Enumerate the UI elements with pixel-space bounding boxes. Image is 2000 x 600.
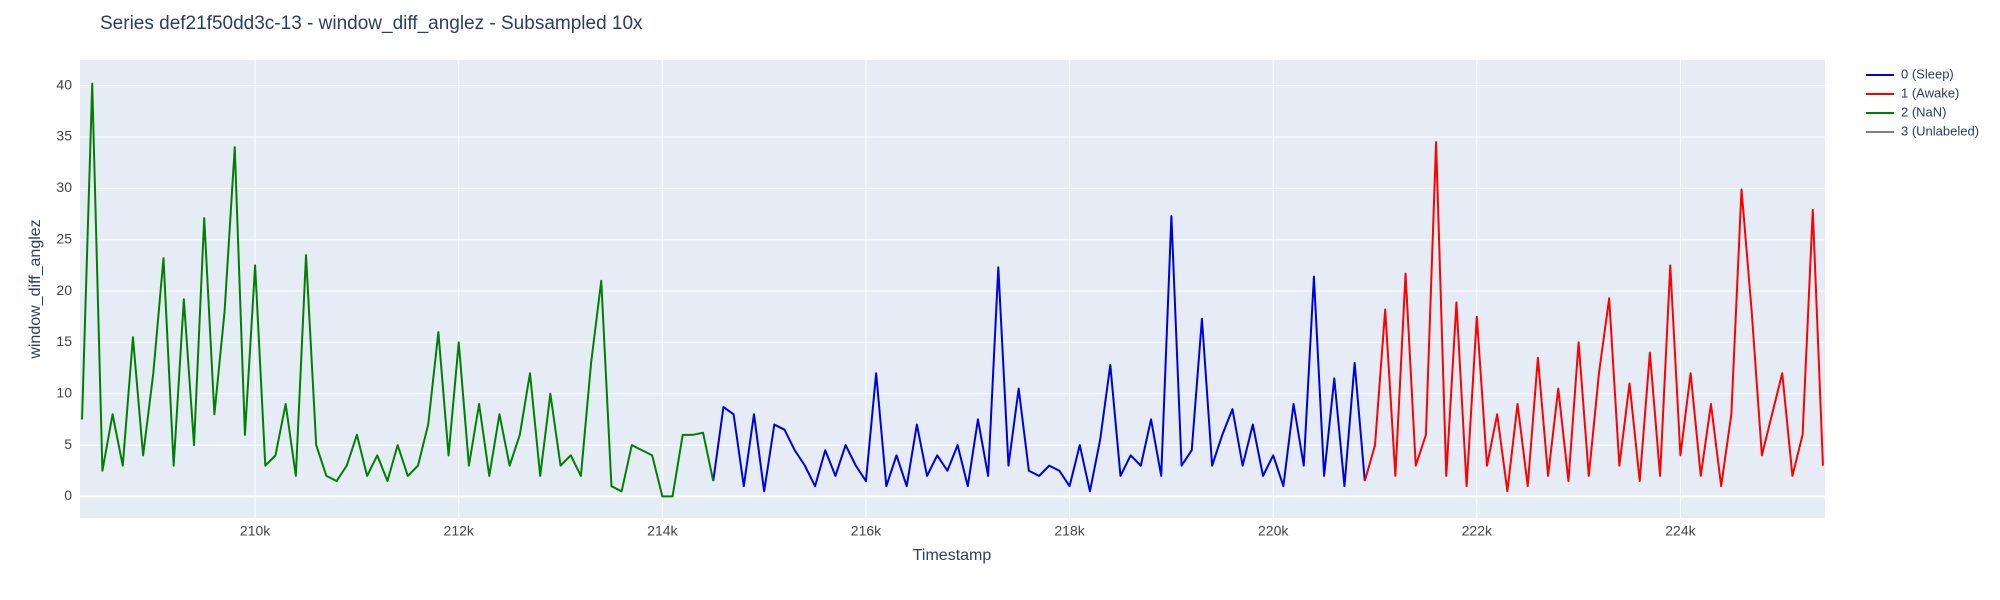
x-tick-label: 224k <box>1665 523 1696 539</box>
legend-label[interactable]: 3 (Unlabeled) <box>1901 123 1979 138</box>
y-tick-label: 0 <box>64 487 72 503</box>
lines <box>81 82 1824 498</box>
chart-title: Series def21f50dd3c-13 - window_diff_ang… <box>100 13 643 34</box>
x-tick-label: 212k <box>444 523 475 539</box>
x-tick-label: 218k <box>1054 523 1085 539</box>
grid <box>80 60 1825 518</box>
y-tick-label: 20 <box>56 282 72 298</box>
x-axis-title: Timestamp <box>913 547 992 564</box>
x-tick-label: 214k <box>647 523 678 539</box>
plot-area <box>80 60 1825 518</box>
legend-label[interactable]: 2 (NaN) <box>1901 104 1947 119</box>
x-tick-label: 216k <box>851 523 882 539</box>
legend-label[interactable]: 1 (Awake) <box>1901 85 1959 100</box>
y-tick-label: 5 <box>64 436 72 452</box>
y-tick-label: 30 <box>56 179 72 195</box>
series-line <box>1363 141 1824 493</box>
y-tick-label: 25 <box>56 230 72 246</box>
y-tick-label: 15 <box>56 333 72 349</box>
series-line <box>81 82 715 498</box>
y-tick-label: 10 <box>56 384 72 400</box>
x-tick-label: 210k <box>240 523 271 539</box>
legend: 0 (Sleep) 1 (Awake) 2 (NaN) 3 (Unlabeled) <box>1866 66 1979 138</box>
x-tick-label: 220k <box>1258 523 1289 539</box>
x-tick-label: 222k <box>1462 523 1493 539</box>
y-axis-title: window_diff_anglez <box>27 219 44 359</box>
y-tick-label: 40 <box>56 76 72 92</box>
series-line <box>712 215 1366 493</box>
y-tick-label: 35 <box>56 128 72 144</box>
legend-label[interactable]: 0 (Sleep) <box>1901 66 1954 81</box>
